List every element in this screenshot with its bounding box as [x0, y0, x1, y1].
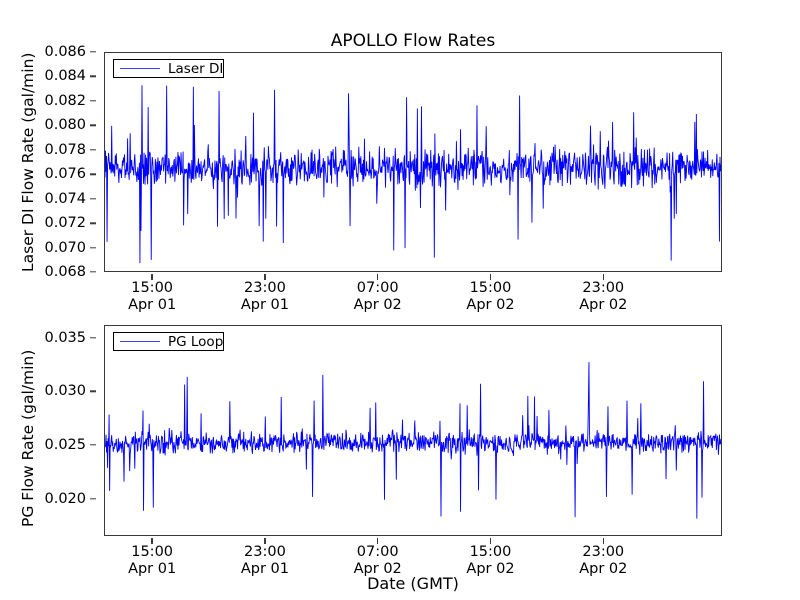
y-tick-label: 0.084	[44, 68, 86, 84]
data-line-pg-loop	[105, 362, 721, 518]
y-tick-label: 0.082	[44, 93, 86, 109]
x-tick-label: 07:00Apr 02	[354, 280, 402, 314]
y-tick-label: 0.035	[44, 330, 86, 346]
x-tick-label: 15:00Apr 02	[466, 544, 514, 578]
y-tick-mark	[90, 149, 96, 150]
legend-laser-di[interactable]: Laser DI	[113, 59, 224, 78]
y-tick-mark	[90, 100, 96, 101]
x-tick-mark	[151, 538, 152, 544]
y-tick-label: 0.078	[44, 142, 86, 158]
y-tick-mark	[90, 391, 96, 392]
y-tick-mark	[90, 198, 96, 199]
series-line-laser-di	[105, 53, 721, 271]
x-tick-label: 15:00Apr 01	[128, 544, 176, 578]
y-tick-label: 0.068	[44, 264, 86, 280]
y-tick-label: 0.076	[44, 166, 86, 182]
y-tick-label: 0.080	[44, 117, 86, 133]
x-tick-date: Apr 01	[241, 297, 289, 314]
chart-title: APOLLO Flow Rates	[104, 31, 722, 51]
legend-pg-loop[interactable]: PG Loop	[113, 332, 224, 351]
x-tick-mark	[151, 274, 152, 280]
legend-label-pg-loop: PG Loop	[168, 334, 223, 350]
y-tick-mark	[90, 174, 96, 175]
y-tick-label: 0.030	[44, 383, 86, 399]
x-tick-label: 23:00Apr 01	[241, 280, 289, 314]
x-tick-mark	[490, 538, 491, 544]
x-tick-time: 15:00	[128, 544, 176, 561]
x-tick-time: 15:00	[466, 280, 514, 297]
y-tick-label: 0.070	[44, 240, 86, 256]
x-tick-time: 15:00	[128, 280, 176, 297]
x-tick-date: Apr 01	[128, 297, 176, 314]
x-tick-label: 07:00Apr 02	[354, 544, 402, 578]
y-axis-label-top: Laser DI Flow Rate (gal/min)	[19, 53, 37, 272]
x-tick-mark	[490, 274, 491, 280]
x-tick-time: 23:00	[241, 280, 289, 297]
y-tick-mark	[90, 247, 96, 248]
x-tick-date: Apr 02	[579, 297, 627, 314]
y-axis-ticks-bottom: 0.020 0.025 0.030 0.035	[0, 325, 96, 536]
x-tick-mark	[377, 538, 378, 544]
x-tick-date: Apr 02	[354, 297, 402, 314]
series-line-pg-loop	[105, 326, 721, 535]
legend-swatch-line-icon	[120, 341, 160, 342]
x-tick-label: 15:00Apr 02	[466, 280, 514, 314]
x-tick-time: 23:00	[579, 280, 627, 297]
x-axis-label-bottom: Date (GMT)	[104, 574, 722, 593]
x-tick-mark	[264, 274, 265, 280]
y-axis-ticks-top: 0.0680.0700.0720.0740.0760.0780.0800.082…	[0, 52, 96, 272]
y-tick-mark	[90, 125, 96, 126]
x-tick-time: 23:00	[241, 544, 289, 561]
x-tick-mark	[377, 274, 378, 280]
y-tick-label: 0.086	[44, 44, 86, 60]
legend-swatch-line-icon	[120, 68, 160, 69]
data-line-laser-di	[105, 85, 721, 263]
x-tick-label: 15:00Apr 01	[128, 280, 176, 314]
x-tick-mark	[264, 538, 265, 544]
legend-label-laser-di: Laser DI	[168, 61, 223, 77]
x-tick-time: 07:00	[354, 544, 402, 561]
x-tick-label: 23:00Apr 02	[579, 544, 627, 578]
x-tick-label: 23:00Apr 02	[579, 280, 627, 314]
y-tick-mark	[90, 51, 96, 52]
y-axis-label-bottom: PG Flow Rate (gal/min)	[19, 350, 37, 527]
y-tick-mark	[90, 444, 96, 445]
y-tick-mark	[90, 222, 96, 223]
y-tick-label: 0.020	[44, 491, 86, 507]
y-tick-mark	[90, 76, 96, 77]
x-tick-mark	[603, 538, 604, 544]
x-tick-time: 15:00	[466, 544, 514, 561]
y-tick-mark	[90, 498, 96, 499]
x-tick-time: 23:00	[579, 544, 627, 561]
y-tick-label: 0.072	[44, 215, 86, 231]
plot-area-laser-di[interactable]: Laser DI	[104, 52, 722, 272]
y-tick-mark	[90, 337, 96, 338]
x-tick-mark	[603, 274, 604, 280]
y-tick-label: 0.025	[44, 437, 86, 453]
x-axis-ticks-top: 15:00Apr 0123:00Apr 0107:00Apr 0215:00Ap…	[104, 274, 722, 316]
x-tick-time: 07:00	[354, 280, 402, 297]
x-tick-label: 23:00Apr 01	[241, 544, 289, 578]
y-tick-mark	[90, 271, 96, 272]
figure-canvas: APOLLO Flow Rates Laser DI 0.068 0.070 0.0…	[0, 0, 800, 600]
plot-area-pg-loop[interactable]: PG Loop	[104, 325, 722, 536]
x-tick-date: Apr 02	[466, 297, 514, 314]
y-tick-label: 0.074	[44, 191, 86, 207]
